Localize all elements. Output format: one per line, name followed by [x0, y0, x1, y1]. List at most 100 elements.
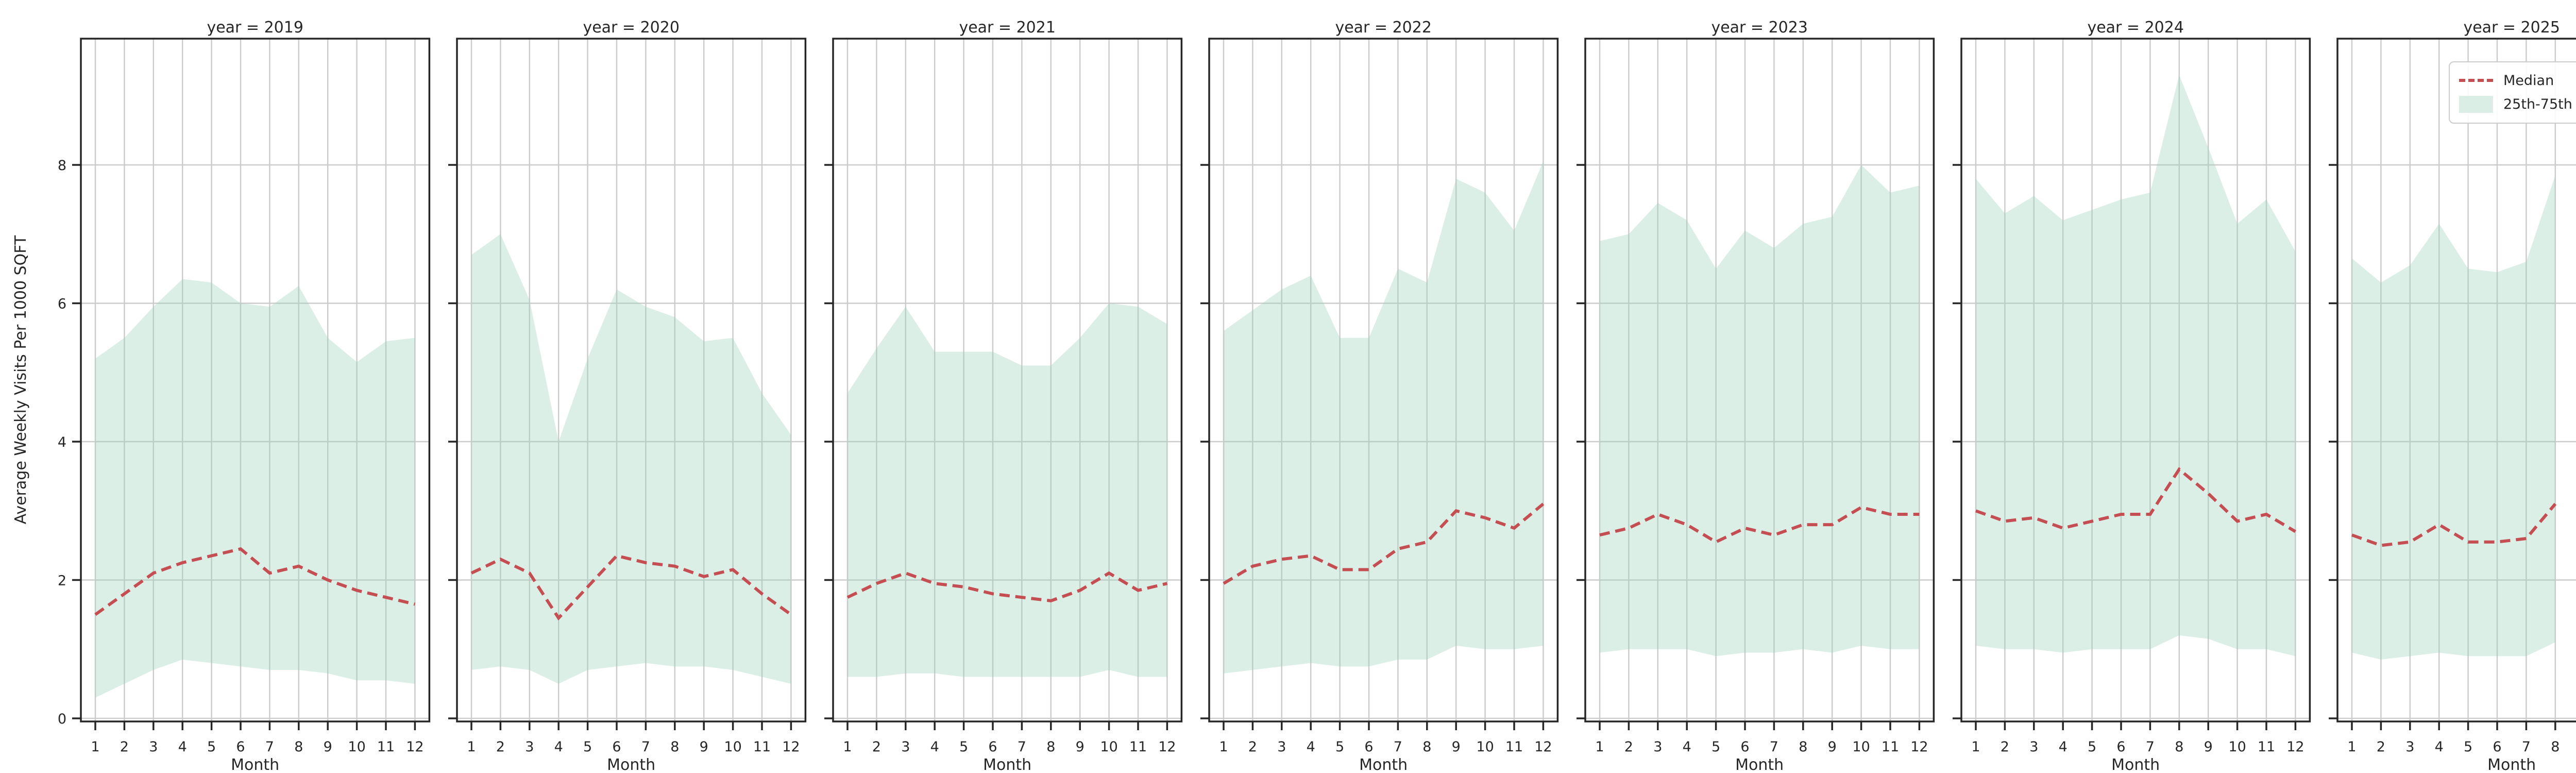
median-line	[94, 547, 416, 616]
percentile-band	[1976, 75, 2296, 657]
median-line	[2351, 502, 2557, 547]
x-tick-label: 8	[2551, 739, 2560, 755]
x-tick-label: 2	[2377, 739, 2385, 755]
percentile-band	[848, 303, 1167, 677]
x-tick-label: 4	[930, 739, 939, 755]
median-line	[1599, 506, 1920, 544]
facet-title: year = 2019	[207, 19, 303, 37]
legend-label-percentile-band: 25th-75th Percentile	[2503, 96, 2576, 113]
median-line	[470, 554, 792, 621]
x-tick-label: 4	[554, 739, 563, 755]
x-tick-label: 9	[700, 739, 708, 755]
x-tick-label: 4	[1307, 739, 1315, 755]
x-axis-label: Month	[1735, 756, 1784, 773]
x-tick-label: 8	[670, 739, 679, 755]
x-tick-label: 5	[583, 739, 592, 755]
x-tick-label: 3	[525, 739, 534, 755]
x-tick-label: 10	[724, 739, 741, 755]
x-tick-label: 3	[149, 739, 158, 755]
x-tick-label: 11	[377, 739, 395, 755]
x-tick-label: 12	[1910, 739, 1928, 755]
x-tick-label: 2	[120, 739, 129, 755]
x-tick-label: 1	[2347, 739, 2356, 755]
x-tick-label: 8	[1799, 739, 1807, 755]
x-tick-label: 3	[1653, 739, 1662, 755]
panel-spines	[1208, 38, 1559, 722]
x-tick-label: 3	[2405, 739, 2414, 755]
facet-title: year = 2023	[1711, 19, 1808, 37]
facet-title: year = 2024	[2087, 19, 2184, 37]
x-tick-label: 7	[641, 739, 650, 755]
panel-spines	[2336, 38, 2576, 722]
x-axis-label: Month	[1359, 756, 1408, 773]
x-tick-label: 5	[959, 739, 968, 755]
legend-item-median: Median	[2459, 70, 2576, 91]
x-tick-label: 9	[1828, 739, 1837, 755]
x-tick-label: 12	[1158, 739, 1176, 755]
x-tick-label: 7	[1770, 739, 1778, 755]
median-line	[1223, 502, 1545, 585]
x-axis-label: Month	[607, 756, 655, 773]
x-tick-label: 8	[2175, 739, 2183, 755]
x-tick-label: 11	[1882, 739, 1899, 755]
x-tick-label: 7	[1394, 739, 1402, 755]
x-tick-label: 7	[1018, 739, 1026, 755]
x-tick-label: 10	[1100, 739, 1117, 755]
x-tick-label: 12	[2286, 739, 2304, 755]
x-tick-label: 6	[988, 739, 997, 755]
panel-spines	[456, 38, 807, 722]
x-tick-label: 7	[265, 739, 274, 755]
y-tick-label: 2	[58, 573, 66, 589]
facet-title: year = 2020	[583, 19, 680, 37]
x-tick-label: 8	[1046, 739, 1055, 755]
x-tick-label: 6	[1364, 739, 1373, 755]
facet-title: year = 2022	[1335, 19, 1432, 37]
y-tick-label: 8	[58, 158, 66, 174]
legend-item-percentile-band: 25th-75th Percentile	[2459, 94, 2576, 115]
panel-spines	[832, 38, 1183, 722]
facet-title: year = 2021	[959, 19, 1056, 37]
x-tick-label: 1	[1971, 739, 1980, 755]
band-swatch-icon	[2459, 96, 2493, 113]
x-tick-label: 2	[1624, 739, 1633, 755]
x-tick-label: 1	[843, 739, 852, 755]
x-tick-label: 6	[2493, 739, 2501, 755]
x-tick-label: 1	[1219, 739, 1228, 755]
x-tick-label: 11	[1129, 739, 1147, 755]
x-tick-label: 1	[467, 739, 476, 755]
x-tick-label: 5	[2464, 739, 2472, 755]
y-axis-label: Average Weekly Visits Per 1000 SQFT	[12, 235, 30, 524]
x-tick-label: 5	[1711, 739, 1720, 755]
x-tick-label: 4	[2059, 739, 2067, 755]
x-tick-label: 8	[294, 739, 303, 755]
percentile-band	[1600, 165, 1920, 657]
panel-spines	[80, 38, 431, 722]
dashed-line-icon	[2459, 79, 2493, 82]
percentile-band	[1224, 161, 1544, 674]
x-tick-label: 8	[1422, 739, 1431, 755]
y-tick-label: 6	[58, 296, 66, 312]
x-tick-label: 12	[782, 739, 800, 755]
x-tick-label: 7	[2146, 739, 2155, 755]
percentile-band	[95, 279, 415, 698]
x-tick-label: 5	[207, 739, 216, 755]
facet-title: year = 2025	[2463, 19, 2560, 37]
legend-label-median: Median	[2503, 72, 2554, 89]
x-axis-label: Month	[2487, 756, 2536, 773]
percentile-band	[471, 234, 791, 684]
x-tick-label: 10	[348, 739, 365, 755]
x-tick-label: 4	[178, 739, 187, 755]
x-tick-label: 2	[2001, 739, 2009, 755]
x-tick-label: 1	[91, 739, 99, 755]
x-tick-label: 4	[2435, 739, 2444, 755]
x-tick-label: 6	[1740, 739, 1749, 755]
x-axis-label: Month	[231, 756, 279, 773]
x-tick-label: 6	[236, 739, 245, 755]
x-tick-label: 12	[406, 739, 423, 755]
panel-spines	[1960, 38, 2311, 722]
